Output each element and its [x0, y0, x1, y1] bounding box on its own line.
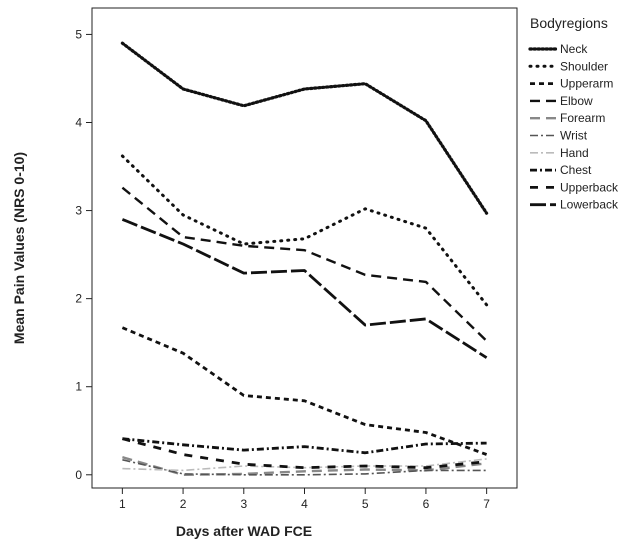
- y-axis: 0 1 2 3 4 5: [75, 27, 92, 482]
- series-lines: [120, 41, 489, 476]
- y-tick-label: 1: [75, 380, 82, 394]
- legend-label-elbow: Elbow: [560, 94, 593, 108]
- series-line-lowerback: [121, 218, 488, 359]
- legend-label-wrist: Wrist: [560, 129, 588, 143]
- legend-label-lowerback: Lowerback: [560, 198, 619, 212]
- series-line-upperarm: [121, 326, 488, 456]
- x-tick-label: 1: [119, 497, 126, 511]
- series-line-neck: [120, 41, 489, 215]
- x-tick-label: 6: [423, 497, 430, 511]
- series-line-wrist: [122, 459, 487, 476]
- series-line-upperback: [122, 437, 487, 470]
- legend-label-forearm: Forearm: [560, 111, 605, 125]
- y-axis-title: Mean Pain Values (NRS 0-10): [11, 152, 27, 344]
- legend-label-upperback: Upperback: [560, 180, 619, 194]
- legend-label-shoulder: Shoulder: [560, 59, 608, 73]
- series-line-shoulder: [120, 154, 489, 307]
- x-tick-label: 3: [240, 497, 247, 511]
- y-tick-label: 5: [75, 27, 82, 41]
- series-line-elbow: [121, 186, 488, 342]
- y-tick-label: 4: [75, 115, 82, 129]
- legend-title: Bodyregions: [530, 15, 608, 31]
- legend: Bodyregions Neck Shoulder Upperarm Elbow For…: [528, 15, 619, 212]
- legend-label-upperarm: Upperarm: [560, 77, 613, 91]
- y-tick-label: 3: [75, 204, 82, 218]
- x-tick-label: 7: [483, 497, 490, 511]
- plot-frame: [91, 7, 518, 489]
- x-axis-title: Days after WAD FCE: [176, 523, 312, 539]
- series-line-chest: [122, 437, 487, 455]
- x-axis: 1 2 3 4 5 6 7: [119, 488, 490, 511]
- legend-label-neck: Neck: [560, 42, 588, 56]
- y-tick-label: 0: [75, 468, 82, 482]
- x-tick-label: 2: [180, 497, 187, 511]
- x-tick-label: 4: [301, 497, 308, 511]
- legend-label-chest: Chest: [560, 163, 592, 177]
- x-tick-label: 5: [362, 497, 369, 511]
- series-line-hand: [122, 458, 487, 472]
- legend-label-hand: Hand: [560, 146, 589, 160]
- y-tick-label: 2: [75, 292, 82, 306]
